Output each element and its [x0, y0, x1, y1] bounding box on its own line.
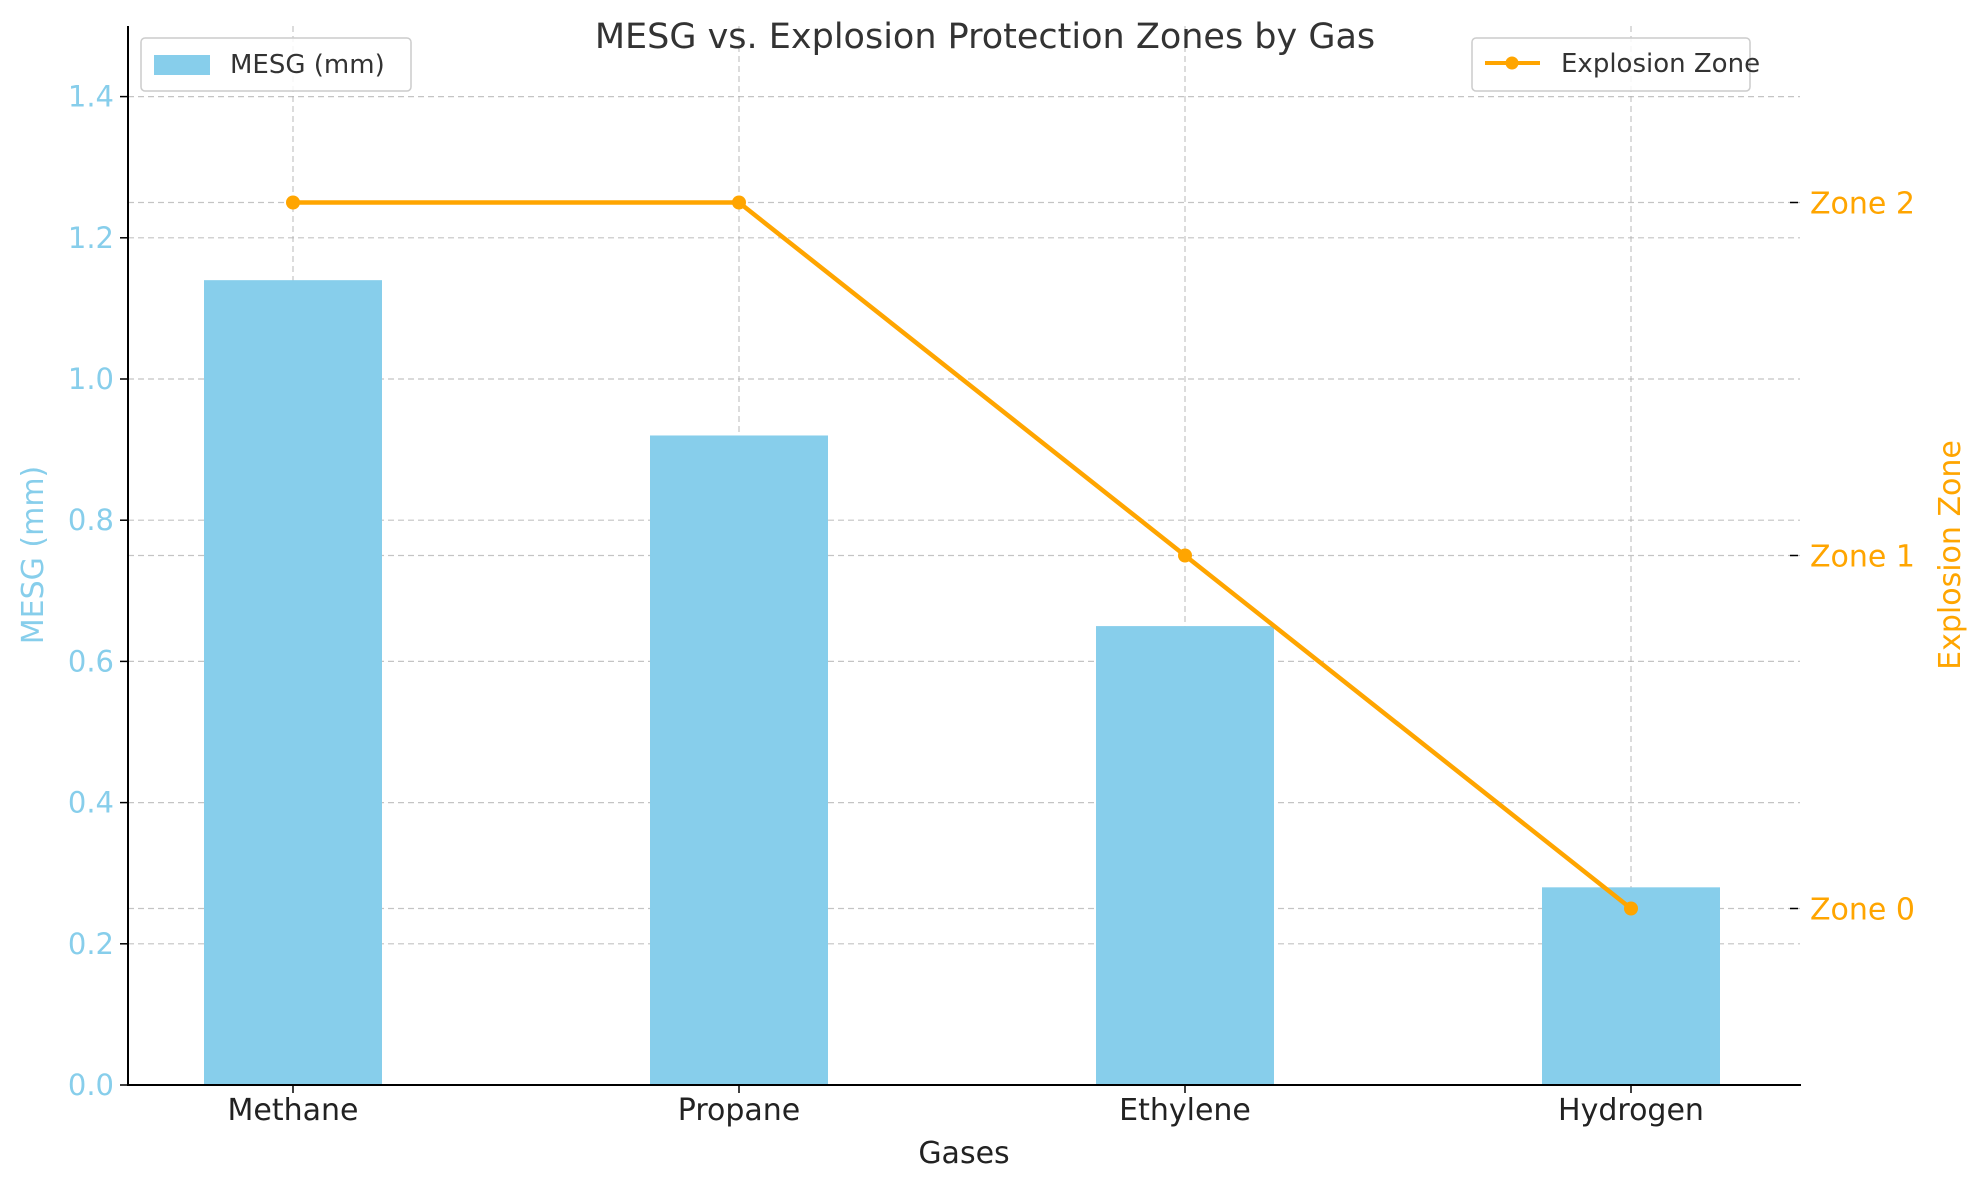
left-tick-label: 0.8	[68, 503, 114, 537]
x-tick-label: Hydrogen	[1558, 1093, 1704, 1128]
zone-line	[293, 200, 1633, 911]
left-axis-ticks: 0.0 0.2 0.4 0.6 0.8 1.0 1.2 1.4	[68, 80, 128, 1102]
legend-line-marker	[1505, 56, 1519, 70]
right-tick-label: Zone 0	[1810, 893, 1915, 928]
right-axis-ticks: Zone 0 Zone 1 Zone 2	[1790, 187, 1915, 928]
x-tick-label: Methane	[228, 1093, 359, 1128]
right-tick-label: Zone 1	[1810, 540, 1915, 575]
right-axis-label: Explosion Zone	[1933, 440, 1968, 670]
bar-methane	[204, 280, 382, 1085]
bars	[204, 280, 1720, 1086]
legend-bars: MESG (mm)	[140, 37, 412, 92]
legend-line: Explosion Zone	[1471, 37, 1760, 92]
legend-bars-frame	[140, 37, 412, 92]
legend-bar-swatch	[154, 55, 210, 75]
x-tick-label: Ethylene	[1119, 1093, 1251, 1128]
bar-ethylene	[1096, 626, 1274, 1085]
legend-bar-label: MESG (mm)	[230, 50, 385, 80]
x-tick-label: Propane	[678, 1093, 801, 1128]
zone-point-methane	[286, 195, 300, 210]
right-tick-label: Zone 2	[1810, 187, 1915, 222]
x-axis-ticks: Methane Propane Ethylene Hydrogen	[228, 1085, 1704, 1128]
zone-point-propane	[732, 195, 746, 210]
left-tick-label: 0.2	[68, 927, 114, 961]
left-tick-label: 1.0	[68, 362, 114, 396]
bar-hydrogen	[1542, 887, 1720, 1085]
left-tick-label: 1.2	[68, 221, 114, 255]
legend-line-frame	[1471, 37, 1751, 92]
legend-line-label: Explosion Zone	[1561, 49, 1760, 79]
left-axis-label: MESG (mm)	[16, 466, 51, 645]
left-tick-label: 1.4	[68, 80, 114, 114]
x-axis-label: Gases	[918, 1136, 1009, 1171]
bar-propane	[650, 435, 828, 1086]
left-tick-label: 0.6	[68, 644, 114, 678]
line-series	[286, 195, 1638, 916]
chart-title: MESG vs. Explosion Protection Zones by G…	[595, 17, 1375, 57]
zone-point-ethylene	[1178, 548, 1192, 563]
left-tick-label: 0.4	[68, 786, 114, 820]
zone-point-hydrogen	[1624, 901, 1638, 916]
left-tick-label: 0.0	[68, 1068, 114, 1102]
